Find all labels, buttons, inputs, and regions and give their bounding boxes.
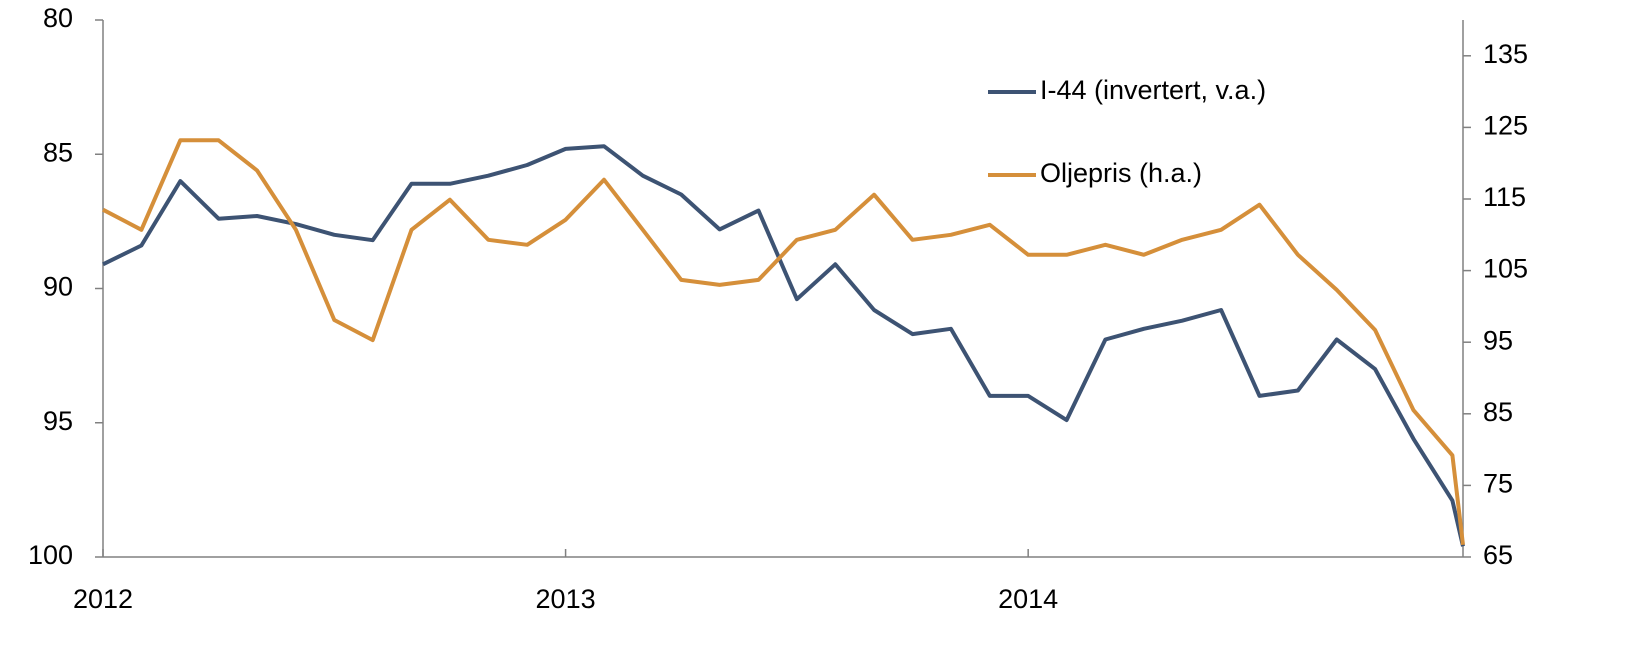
y2-tick-label: 75: [1483, 469, 1513, 499]
y-tick-label: 85: [43, 137, 73, 167]
legend-label: I-44 (invertert, v.a.): [1040, 75, 1266, 105]
y-tick-label: 100: [28, 540, 73, 570]
y2-tick-label: 105: [1483, 254, 1528, 284]
y2-tick-label: 85: [1483, 397, 1513, 427]
y2-tick-label: 95: [1483, 325, 1513, 355]
legend-label: Oljepris (h.a.): [1040, 158, 1202, 188]
y2-tick-label: 65: [1483, 540, 1513, 570]
y-tick-label: 90: [43, 272, 73, 302]
x-tick-label: 2012: [73, 584, 133, 614]
y2-tick-label: 135: [1483, 39, 1528, 69]
y-tick-label: 95: [43, 406, 73, 436]
y2-tick-label: 125: [1483, 111, 1528, 141]
series-line: [102, 144, 1465, 547]
x-tick-label: 2014: [998, 584, 1058, 614]
series-line: [102, 138, 1465, 546]
y-tick-label: 80: [43, 3, 73, 33]
y2-tick-label: 115: [1483, 182, 1526, 212]
x-tick-label: 2013: [536, 584, 596, 614]
